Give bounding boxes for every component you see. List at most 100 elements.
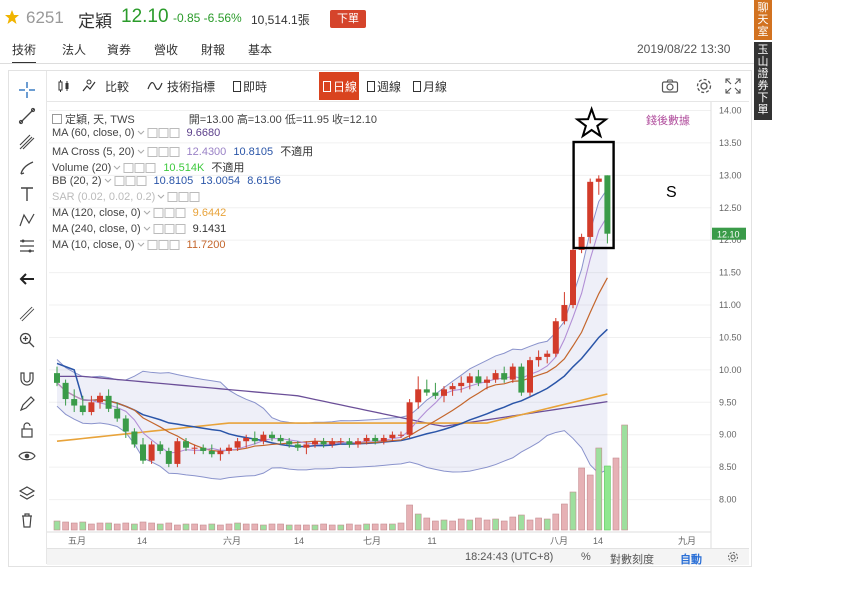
legend-row-controls-icon[interactable] xyxy=(137,128,185,139)
candle-body[interactable] xyxy=(492,373,499,380)
compare-icon[interactable] xyxy=(81,78,97,94)
candle-body[interactable] xyxy=(88,402,95,413)
tab-revenue[interactable]: 營收 xyxy=(154,43,179,57)
order-button[interactable]: 下單 xyxy=(330,10,366,28)
candle-body[interactable] xyxy=(105,395,112,409)
candle-body[interactable] xyxy=(604,175,611,234)
pattern-icon[interactable] xyxy=(18,211,36,229)
candle-body[interactable] xyxy=(389,434,396,438)
lock-icon[interactable] xyxy=(18,421,36,439)
candle-body[interactable] xyxy=(432,392,439,396)
candle-body[interactable] xyxy=(355,441,361,445)
candle-body[interactable] xyxy=(518,366,525,393)
candle-body[interactable] xyxy=(552,321,559,354)
indicators-button[interactable]: 技術指標 xyxy=(167,80,216,94)
candle-body[interactable] xyxy=(570,249,576,306)
candle-body[interactable] xyxy=(260,434,267,442)
legend-row-controls-icon[interactable] xyxy=(104,176,152,187)
camera-icon[interactable] xyxy=(661,78,679,94)
candle-body[interactable] xyxy=(122,418,129,432)
candle-body[interactable] xyxy=(320,441,327,445)
timeframe-weekly[interactable]: 週線 xyxy=(367,78,401,95)
percent-toggle[interactable]: % xyxy=(581,551,591,563)
candle-body[interactable] xyxy=(501,373,508,380)
candle-body[interactable] xyxy=(415,389,422,403)
candle-body[interactable] xyxy=(294,444,301,448)
timeframe-daily[interactable]: 日線 xyxy=(323,78,357,95)
layers-icon[interactable] xyxy=(18,485,36,503)
candle-body[interactable] xyxy=(243,437,250,442)
back-arrow-icon[interactable] xyxy=(18,270,36,288)
status-settings-icon[interactable] xyxy=(727,551,739,563)
ruler-icon[interactable] xyxy=(18,305,36,323)
candle-body[interactable] xyxy=(337,441,344,443)
zoom-icon[interactable] xyxy=(18,331,36,349)
chatroom-tab[interactable]: 聊天室 xyxy=(754,0,772,40)
trendline-icon[interactable] xyxy=(18,107,36,125)
compare-button[interactable]: 比較 xyxy=(105,80,130,94)
candle-body[interactable] xyxy=(157,444,164,451)
tab-basic[interactable]: 基本 xyxy=(248,43,273,57)
candle-body[interactable] xyxy=(423,389,430,393)
candle-style-icon[interactable] xyxy=(57,79,71,93)
candle-body[interactable] xyxy=(380,437,387,442)
candle-body[interactable] xyxy=(234,441,241,448)
candle-body[interactable] xyxy=(329,441,336,445)
candle-body[interactable] xyxy=(208,450,215,455)
log-scale-toggle[interactable]: 對數刻度 xyxy=(610,554,654,566)
candle-body[interactable] xyxy=(595,178,602,182)
fib-icon[interactable] xyxy=(18,237,36,255)
broker-order-tab[interactable]: 玉山證券下單 xyxy=(754,42,772,120)
tab-technical[interactable]: 技術 xyxy=(12,41,37,64)
candle-body[interactable] xyxy=(303,444,310,448)
tab-institutional[interactable]: 法人 xyxy=(62,43,87,57)
candle-body[interactable] xyxy=(165,450,172,464)
trash-icon[interactable] xyxy=(18,511,36,529)
auto-scale-toggle[interactable]: 自動 xyxy=(680,554,702,566)
brush-icon[interactable] xyxy=(18,159,36,177)
settings-gear-icon[interactable] xyxy=(695,77,713,95)
candle-body[interactable] xyxy=(466,376,473,383)
crosshair-icon[interactable] xyxy=(18,81,36,99)
candle-body[interactable] xyxy=(62,382,69,400)
candle-body[interactable] xyxy=(406,402,413,435)
candle-body[interactable] xyxy=(578,236,585,250)
candle-body[interactable] xyxy=(535,356,542,361)
candle-body[interactable] xyxy=(286,441,293,445)
candle-body[interactable] xyxy=(277,437,284,442)
candle-body[interactable] xyxy=(458,382,465,387)
candle-body[interactable] xyxy=(561,305,568,322)
indicators-icon[interactable] xyxy=(147,80,163,92)
legend-row-controls-icon[interactable] xyxy=(143,208,191,219)
candle-body[interactable] xyxy=(475,376,482,383)
candle-body[interactable] xyxy=(217,450,224,455)
candle-body[interactable] xyxy=(54,373,60,383)
candle-body[interactable] xyxy=(79,405,86,413)
tab-financials[interactable]: 財報 xyxy=(201,43,226,57)
candle-body[interactable] xyxy=(114,408,121,419)
candle-body[interactable] xyxy=(544,353,551,357)
tab-margin[interactable]: 資券 xyxy=(107,43,132,57)
legend-row-controls-icon[interactable] xyxy=(137,147,185,158)
candle-body[interactable] xyxy=(363,437,370,442)
legend-row-controls-icon[interactable] xyxy=(157,192,205,203)
favorite-star-icon[interactable] xyxy=(4,9,20,25)
legend-row-controls-icon[interactable] xyxy=(143,224,191,235)
candle-body[interactable] xyxy=(183,441,189,448)
candle-body[interactable] xyxy=(200,447,207,451)
fork-tool-icon[interactable] xyxy=(18,133,36,151)
candle-body[interactable] xyxy=(509,366,516,380)
candle-body[interactable] xyxy=(484,379,490,383)
pencil-lock-icon[interactable] xyxy=(18,395,36,413)
candle-body[interactable] xyxy=(191,447,198,449)
candle-body[interactable] xyxy=(441,389,447,396)
fullscreen-icon[interactable] xyxy=(725,78,741,94)
candle-body[interactable] xyxy=(398,434,404,436)
candle-body[interactable] xyxy=(148,444,155,461)
candle-body[interactable] xyxy=(372,437,379,442)
text-tool-icon[interactable] xyxy=(18,185,36,203)
timeframe-monthly[interactable]: 月線 xyxy=(413,78,447,95)
eye-icon[interactable] xyxy=(18,447,36,465)
candle-body[interactable] xyxy=(71,399,78,406)
legend-row-controls-icon[interactable] xyxy=(137,240,185,251)
